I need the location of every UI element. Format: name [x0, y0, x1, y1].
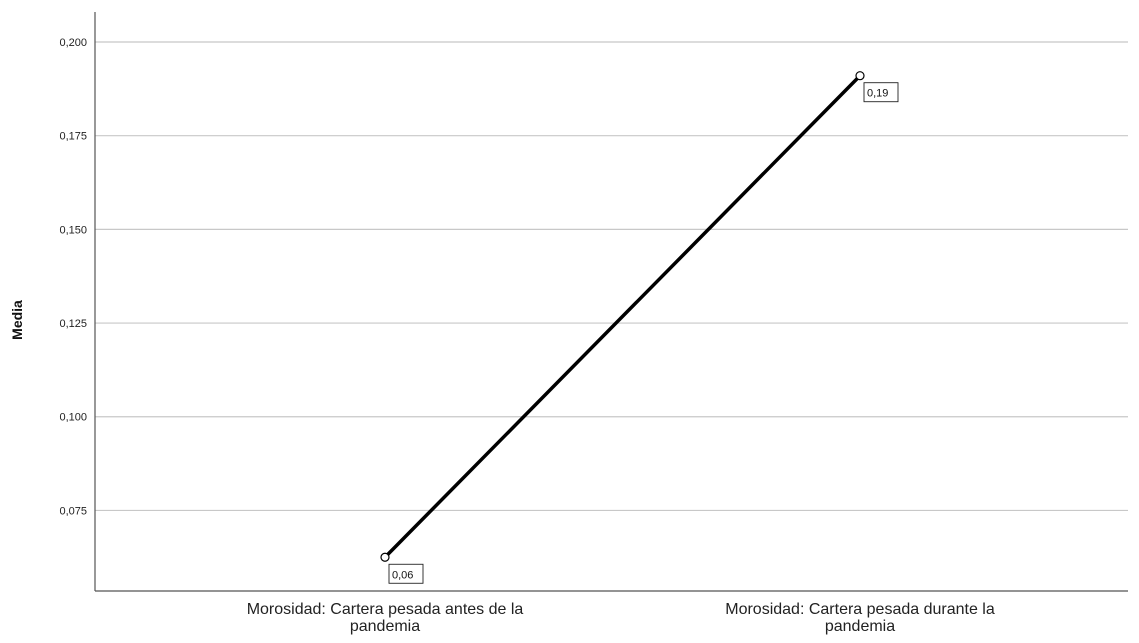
y-tick-label: 0,125 — [59, 318, 87, 330]
markers — [380, 71, 865, 562]
gridlines — [95, 41, 1128, 512]
data-point-marker — [855, 71, 865, 81]
y-tick-labels: 0,075 0,100 0,125 0,150 0,175 0,200 — [59, 37, 87, 517]
x-category-label-line: pandemia — [350, 618, 420, 635]
y-tick-label: 0,175 — [59, 131, 87, 143]
x-category-label-line: Morosidad: Cartera pesada durante la — [725, 601, 995, 618]
axes — [94, 12, 1128, 592]
data-label: 0,19 — [863, 82, 899, 103]
series-layer — [383, 73, 862, 560]
x-category-label: Morosidad: Cartera pesada antes de la pan… — [247, 601, 524, 635]
x-category-label: Morosidad: Cartera pesada durante la pand… — [725, 601, 995, 635]
series-line — [383, 73, 862, 560]
x-category-label-line: pandemia — [825, 618, 895, 635]
data-label-box — [863, 82, 899, 103]
data-point-marker — [380, 552, 390, 562]
data-labels: 0,06 0,19 — [388, 82, 899, 584]
data-label-text: 0,06 — [392, 569, 413, 581]
y-tick-label: 0,150 — [59, 224, 87, 236]
data-label: 0,06 — [388, 563, 424, 584]
x-category-label-line: Morosidad: Cartera pesada antes de la — [247, 601, 524, 618]
y-axis-title: Media — [9, 300, 25, 340]
x-category-labels: Morosidad: Cartera pesada antes de la pan… — [247, 601, 995, 635]
y-tick-label: 0,100 — [59, 412, 87, 424]
data-label-text: 0,19 — [867, 88, 888, 100]
y-tick-label: 0,200 — [59, 37, 87, 49]
y-tick-label: 0,075 — [59, 505, 87, 517]
data-label-box — [388, 563, 424, 584]
